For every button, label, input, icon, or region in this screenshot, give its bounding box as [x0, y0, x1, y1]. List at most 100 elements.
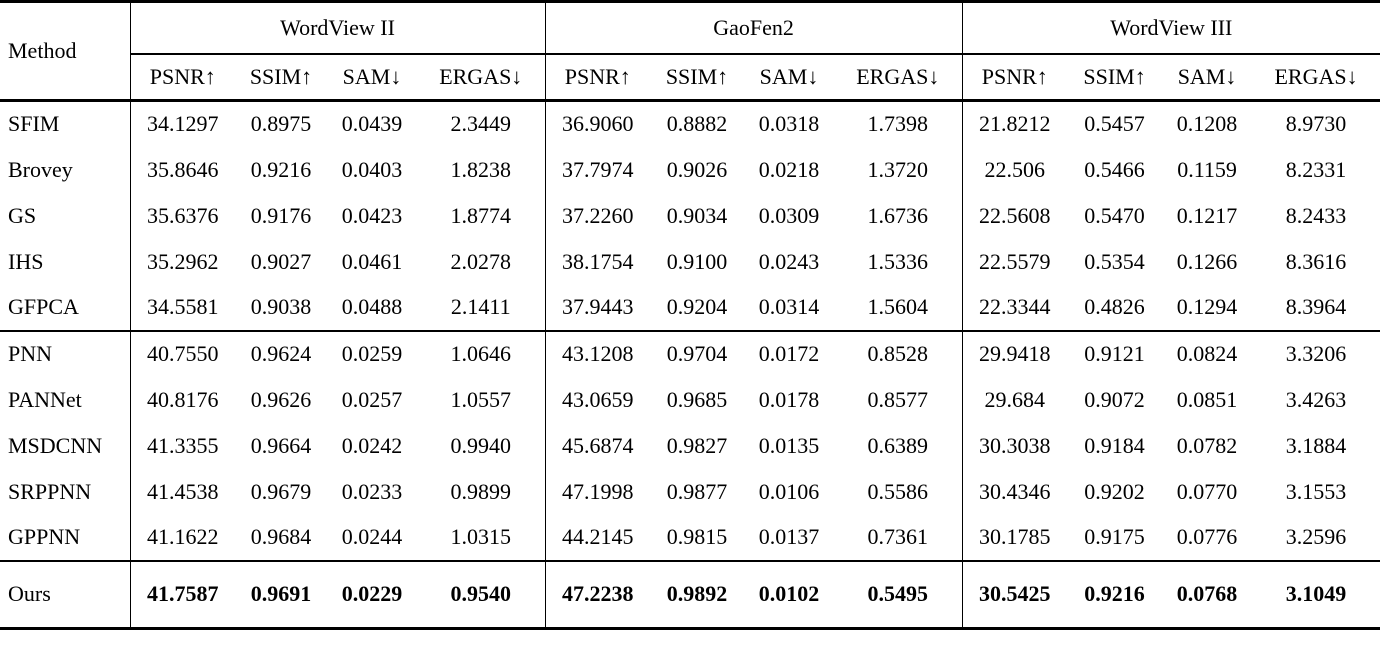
value-cell: 0.9202: [1084, 478, 1145, 504]
group-header-gaofen2: GaoFen2: [544, 1, 963, 55]
table-row: IHS 35.2962 0.9027 0.0461 2.0278 38.1754 0.910…: [0, 238, 1380, 285]
value-cell: 8.3964: [1285, 294, 1347, 319]
table-row: Ours 41.7587 0.9691 0.0229 0.9540 47.2238 0.98…: [0, 559, 1380, 629]
value-cell: 37.2260: [544, 192, 650, 239]
metric-header: PSNR↑: [129, 53, 235, 102]
value-cell: 0.0770: [1176, 478, 1238, 504]
value-cell: 0.0218: [758, 156, 820, 182]
value-cell: 44.2145: [544, 514, 650, 561]
value-cell: 41.3355: [129, 422, 235, 469]
value-cell: 0.0259: [327, 329, 417, 377]
value-cell: 29.684: [961, 376, 1068, 423]
value-cell: 0.0309: [758, 202, 820, 228]
value-cell: 0.0439: [341, 111, 403, 137]
value-cell: 35.8646: [129, 146, 235, 193]
value-cell: 0.9176: [250, 202, 312, 228]
value-cell: 0.0423: [341, 202, 403, 228]
value-cell: 0.9540: [417, 559, 545, 629]
metric-header: SSIM↑: [235, 53, 327, 102]
value-cell: 0.0776: [1176, 524, 1238, 549]
method-name: PNN: [0, 329, 130, 377]
value-cell: 0.8975: [250, 111, 312, 137]
value-cell: 0.0242: [341, 432, 403, 458]
value-cell: 3.1884: [1285, 432, 1347, 458]
value-cell: 34.1297: [129, 100, 235, 147]
value-cell: 8.2433: [1285, 202, 1347, 228]
value-cell: 0.0768: [1162, 559, 1253, 629]
value-cell: 41.1622: [129, 514, 235, 561]
value-cell: 0.0135: [758, 432, 820, 458]
value-cell: 0.9034: [666, 202, 728, 228]
value-cell: 0.0244: [341, 524, 403, 549]
value-cell: 0.4826: [1084, 294, 1145, 319]
value-cell: 0.0851: [1176, 386, 1238, 412]
results-table: Method WordView II GaoFen2 WordView III …: [0, 0, 1380, 630]
metric-header: SAM↓: [327, 53, 417, 102]
metric-header: SSIM↑: [1067, 53, 1163, 102]
method-name: PANNet: [8, 386, 82, 412]
value-cell: 8.9730: [1285, 111, 1347, 137]
value-cell: 40.8176: [129, 376, 235, 423]
value-cell: 0.0782: [1176, 432, 1238, 458]
value-cell: 1.0646: [417, 329, 545, 377]
value-cell: 0.0233: [341, 478, 403, 504]
group-header-wordview-iii: WordView III: [961, 1, 1380, 55]
value-cell: 1.3720: [867, 156, 929, 182]
table-row: GFPCA 34.5581 0.9038 0.0488 2.1411 37.9443 0.9…: [0, 284, 1380, 331]
value-cell: 1.0315: [450, 524, 512, 549]
table-row: SFIM 34.1297 0.8975 0.0439 2.3449 36.9060 0.88…: [0, 100, 1380, 147]
value-cell: 22.5579: [961, 238, 1068, 285]
value-cell: 30.4346: [961, 468, 1068, 515]
method-name: SRPPNN: [8, 478, 92, 504]
value-cell: 0.0178: [758, 386, 820, 412]
dataset-header-row: Method WordView II GaoFen2 WordView III: [0, 1, 1380, 102]
value-cell: 45.6874: [544, 422, 650, 469]
value-cell: 0.1294: [1176, 294, 1238, 319]
value-cell: 3.3206: [1252, 329, 1380, 377]
metric-header: ERGAS↓: [834, 53, 963, 102]
value-cell: 3.4263: [1285, 386, 1347, 412]
value-cell: 1.0557: [450, 386, 512, 412]
metric-header-row: PSNR↑ SSIM↑ SAM↓ ERGAS↓ PSNR↑ SSIM↑ SAM↓ ERGAS↓…: [0, 53, 1380, 102]
value-cell: 1.6736: [867, 202, 929, 228]
value-cell: 35.2962: [129, 238, 235, 285]
value-cell: 2.1411: [450, 294, 511, 319]
value-cell: 0.0172: [744, 329, 834, 377]
value-cell: 47.1998: [544, 468, 650, 515]
metric-header: PSNR↑: [961, 53, 1068, 102]
value-cell: 30.3038: [961, 422, 1068, 469]
value-cell: 0.9899: [450, 478, 512, 504]
method-name: SFIM: [8, 111, 60, 137]
value-cell: 0.0137: [758, 524, 820, 549]
value-cell: 0.9038: [250, 294, 312, 319]
value-cell: 2.0278: [450, 248, 512, 274]
metric-header: PSNR↑: [544, 53, 650, 102]
value-cell: 0.1208: [1176, 111, 1238, 137]
value-cell: 0.9684: [250, 524, 312, 549]
table-row: Brovey 35.8646 0.9216 0.0403 1.8238 37.7974 0.…: [0, 146, 1380, 193]
value-cell: 1.5604: [867, 294, 929, 319]
value-cell: 22.506: [961, 146, 1068, 193]
value-cell: 0.0106: [758, 478, 820, 504]
value-cell: 0.9072: [1084, 386, 1145, 412]
value-cell: 0.0229: [327, 559, 417, 629]
value-cell: 37.9443: [544, 284, 650, 331]
value-cell: 35.6376: [129, 192, 235, 239]
group-header-wordview-ii: WordView II: [129, 1, 545, 55]
value-cell: 2.3449: [450, 111, 512, 137]
value-cell: 0.9892: [650, 559, 744, 629]
value-cell: 0.9026: [666, 156, 728, 182]
value-cell: 0.9691: [235, 559, 327, 629]
value-cell: 0.0243: [758, 248, 820, 274]
table-row: MSDCNN 41.3355 0.9664 0.0242 0.9940 45.6874 0.…: [0, 422, 1380, 469]
value-cell: 0.9100: [666, 248, 728, 274]
value-cell: 1.7398: [867, 111, 929, 137]
value-cell: 0.9679: [250, 478, 312, 504]
value-cell: 38.1754: [544, 238, 650, 285]
metric-header: SAM↓: [744, 53, 834, 102]
value-cell: 41.4538: [129, 468, 235, 515]
metric-header: ERGAS↓: [1252, 53, 1380, 102]
metric-header: SAM↓: [1162, 53, 1253, 102]
value-cell: 0.0257: [341, 386, 403, 412]
value-cell: 0.5354: [1084, 248, 1145, 274]
